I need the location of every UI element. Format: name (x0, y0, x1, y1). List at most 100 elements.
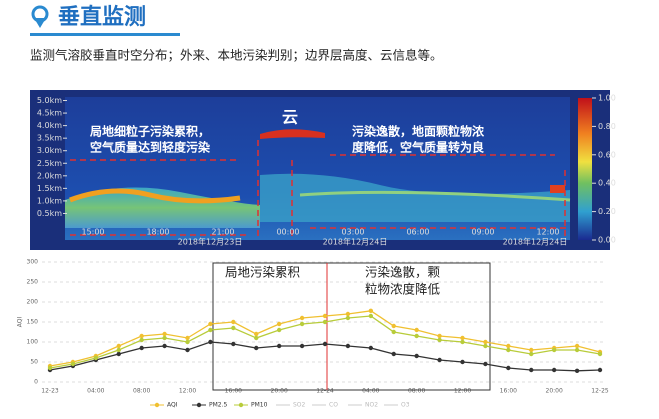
x-tick-label: 20:00 (546, 388, 563, 395)
annotation: 粒物浓度降低 (365, 282, 441, 297)
x-tick-label: 06:00 (406, 228, 429, 237)
data-point (391, 329, 396, 335)
data-point (93, 355, 99, 361)
annotation: 污染逸散，颗 (365, 265, 441, 280)
series-line (49, 310, 601, 367)
data-point (299, 343, 305, 349)
data-point (460, 359, 465, 365)
y-tick-label: 2.5km (37, 159, 62, 168)
data-point (276, 327, 282, 333)
data-point (437, 337, 442, 343)
data-point (506, 343, 511, 349)
data-point (231, 325, 236, 331)
legend-label: PM2.5 (209, 402, 228, 409)
y-tick-label: 100 (27, 339, 39, 346)
y-tick-label: 4.5km (37, 109, 62, 118)
aerosol-layer (65, 187, 260, 228)
x-tick-label: 12-24 (316, 388, 334, 395)
data-point (231, 341, 236, 347)
data-point (231, 319, 236, 325)
lidar-panel: 0.5km 1.0km 1.5km 2.0km 2.5km 3.0km 3.5km 4.0km… (30, 90, 616, 250)
legend-label: AQI (167, 402, 178, 409)
data-point (254, 331, 259, 337)
x-tick-label: 12:00 (179, 388, 196, 395)
data-point (322, 341, 328, 347)
data-point (185, 347, 190, 353)
legend-swatch (238, 402, 244, 408)
y-tick-label: 300 (27, 259, 39, 266)
y-tick-label: 1.0km (37, 196, 62, 205)
data-point (460, 335, 465, 341)
data-point (162, 335, 167, 341)
data-point (276, 321, 282, 327)
data-point (139, 333, 144, 339)
aerosol-layer (260, 173, 570, 222)
x-tick-label: 03:00 (341, 228, 364, 237)
data-point (162, 331, 167, 337)
data-point (597, 367, 603, 373)
data-point (506, 347, 511, 353)
y-tick-label: 5.0km (37, 96, 62, 105)
series-line (49, 341, 601, 372)
data-point (162, 343, 167, 349)
line-chart: 0 50 100 150 200 250 300 AQI 12-23 04:00 08:00 12:0… (17, 259, 609, 409)
data-point (368, 308, 374, 313)
data-point (574, 347, 580, 353)
data-point (597, 351, 603, 357)
data-point (437, 333, 442, 339)
data-point (414, 327, 419, 333)
data-point (116, 343, 121, 349)
data-point (460, 339, 465, 345)
y-tick-label: 250 (27, 279, 39, 286)
data-point (47, 365, 53, 371)
data-point (483, 343, 488, 349)
data-point (551, 367, 557, 373)
x-tick-label: 21:00 (211, 228, 234, 237)
annotation: 局地污染累积 (225, 265, 300, 280)
data-point (414, 353, 419, 359)
colorbar-label: 0.80 (598, 122, 616, 131)
data-point (345, 315, 351, 321)
y-tick-label: 150 (27, 319, 39, 326)
legend-label: CO (329, 402, 338, 409)
y-tick-label: 4.0km (37, 121, 62, 130)
data-point (116, 351, 121, 357)
data-point (529, 351, 534, 357)
data-point (185, 339, 190, 345)
legend-swatch (154, 402, 160, 408)
x-tick-label: 09:00 (471, 228, 494, 237)
colorbar-label: 0.00 (598, 236, 616, 245)
data-point (276, 343, 282, 349)
colorbar-label: 0.60 (598, 150, 616, 159)
data-point (574, 343, 580, 349)
legend-label: O3 (401, 402, 410, 409)
x-tick-label: 04:00 (87, 388, 104, 395)
data-point (551, 347, 557, 353)
cloud-layer (260, 129, 325, 139)
data-point (391, 323, 396, 329)
x-tick-label: 15:00 (81, 228, 104, 237)
annotation: 污染逸散，地面颗粒物浓 (352, 124, 485, 139)
annotation: 云 (282, 108, 298, 127)
subtitle: 监测气溶胶垂直时空分布；外来、本地污染判别；边界层高度、云信息等。 (30, 48, 443, 63)
data-point (574, 368, 580, 373)
data-point (391, 351, 396, 357)
x-tick-label: 12:00 (536, 228, 559, 237)
x-tick-label: 20:00 (271, 388, 288, 395)
legend-label: NO2 (365, 402, 378, 409)
annotation: 局地细粒子污染累积， (90, 124, 210, 139)
data-point (437, 357, 442, 363)
x-tick-label: 16:00 (500, 388, 517, 395)
annotation: 空气质量达到轻度污染 (90, 140, 211, 155)
y-tick-label: 0 (34, 379, 38, 386)
y-tick-label: 3.5km (37, 134, 62, 143)
x-tick-label: 08:00 (408, 388, 425, 395)
data-point (139, 337, 144, 343)
data-point (208, 339, 213, 345)
y-tick-label: 2.0km (37, 171, 62, 180)
data-point (139, 345, 144, 351)
data-point (299, 315, 305, 321)
date-label: 2018年12月24日 (503, 237, 568, 247)
x-tick-label: 18:00 (146, 228, 169, 237)
